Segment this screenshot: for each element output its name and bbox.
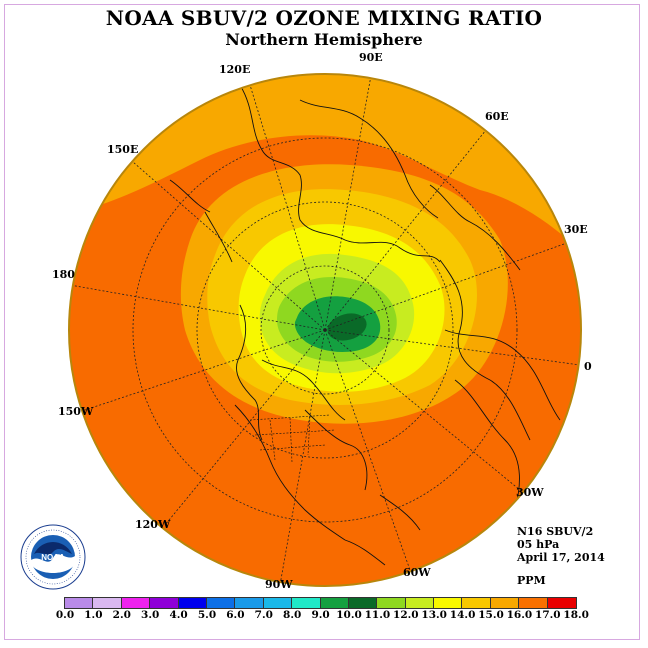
colorbar-tick-label: 13.0 xyxy=(421,609,447,621)
pressure-level-label: 05 hPa xyxy=(517,538,560,551)
lon-label-150w: 150W xyxy=(58,405,94,418)
colorbar-swatch xyxy=(178,598,207,608)
dataset-info: N16 SBUV/2 05 hPa April 17, 2014 xyxy=(517,525,605,564)
colorbar-tick-label: 5.0 xyxy=(197,609,217,621)
coastlines xyxy=(169,84,561,566)
colorbar-swatch xyxy=(263,598,293,608)
colorbar-swatch xyxy=(490,598,520,608)
colorbar-tick-label: 16.0 xyxy=(506,609,533,621)
ozone-band-15-north xyxy=(69,74,581,260)
colorbar-swatch xyxy=(405,598,435,608)
colorbar-swatch xyxy=(150,598,179,608)
colorbar-swatch xyxy=(235,598,264,608)
colorbar-swatch xyxy=(206,598,236,608)
colorbar-swatch xyxy=(519,598,548,608)
colorbar-swatch xyxy=(320,598,349,608)
colorbar-tick-label: 17.0 xyxy=(535,609,561,621)
colorbar-tick-label: 6.0 xyxy=(226,609,245,621)
colorbar-swatch xyxy=(434,598,463,608)
colorbar-tick-label: 15.0 xyxy=(478,609,504,621)
colorbar-tick-label: 9.0 xyxy=(311,609,330,621)
units-label: PPM xyxy=(517,574,546,587)
map-boundary-circle xyxy=(68,73,582,587)
lon-label-180: 180 xyxy=(52,268,75,281)
colorbar-swatch xyxy=(93,598,122,608)
lon-label-150e: 150E xyxy=(107,143,139,156)
noaa-logo-icon: NOAA xyxy=(20,524,86,590)
colorbar-tick-label: 1.0 xyxy=(84,609,103,621)
colorbar-tick-label: 11.0 xyxy=(364,609,391,621)
colorbar-swatch xyxy=(65,598,94,608)
logo-text: NOAA xyxy=(41,553,65,562)
lon-label-90e: 90E xyxy=(359,51,383,64)
state-boundaries xyxy=(249,414,336,463)
colorbar-swatch xyxy=(121,598,151,608)
colorbar-swatch xyxy=(377,598,406,608)
colorbar-tick-label: 0.0 xyxy=(55,609,75,621)
lon-label-0: 0 xyxy=(584,360,592,373)
lon-label-30e: 30E xyxy=(564,223,588,236)
date-label: April 17, 2014 xyxy=(517,551,605,564)
colorbar-tick-label: 7.0 xyxy=(254,609,273,621)
page-subtitle: Northern Hemisphere xyxy=(225,30,423,49)
colorbar-tick-label: 2.0 xyxy=(112,609,131,621)
latitude-circles xyxy=(132,137,518,523)
colorbar-swatch xyxy=(547,598,577,608)
colorbar-swatch xyxy=(348,598,378,608)
meridians xyxy=(69,74,581,586)
instrument-label: N16 SBUV/2 xyxy=(517,525,594,538)
colorbar-swatch xyxy=(292,598,321,608)
colorbar-tick-label: 14.0 xyxy=(449,609,476,621)
colorbar-tick-label: 3.0 xyxy=(141,609,160,621)
lon-label-60e: 60E xyxy=(485,110,509,123)
figure-frame xyxy=(4,4,640,640)
colorbar-tick-label: 12.0 xyxy=(393,609,419,621)
lon-label-30w: 30W xyxy=(516,486,544,499)
colorbar-tick-label: 4.0 xyxy=(169,609,188,621)
page-title: NOAA SBUV/2 OZONE MIXING RATIO xyxy=(105,6,543,30)
colorbar-tick-label: 18.0 xyxy=(563,609,589,621)
lon-label-120e: 120E xyxy=(219,63,251,76)
colorbar-tick-label: 8.0 xyxy=(283,609,302,621)
lon-label-120w: 120W xyxy=(135,518,171,531)
colorbar xyxy=(64,597,578,609)
colorbar-swatch xyxy=(462,598,491,608)
ozone-band-9 xyxy=(327,313,367,341)
colorbar-ticks: 0.0 1.0 2.0 3.0 4.0 5.0 6.0 7.0 8.0 9.0 10.0 11.0 12… xyxy=(0,609,648,623)
colorbar-tick-label: 10.0 xyxy=(336,609,362,621)
lon-label-60w: 60W xyxy=(403,566,431,579)
lon-label-90w: 90W xyxy=(265,578,293,591)
